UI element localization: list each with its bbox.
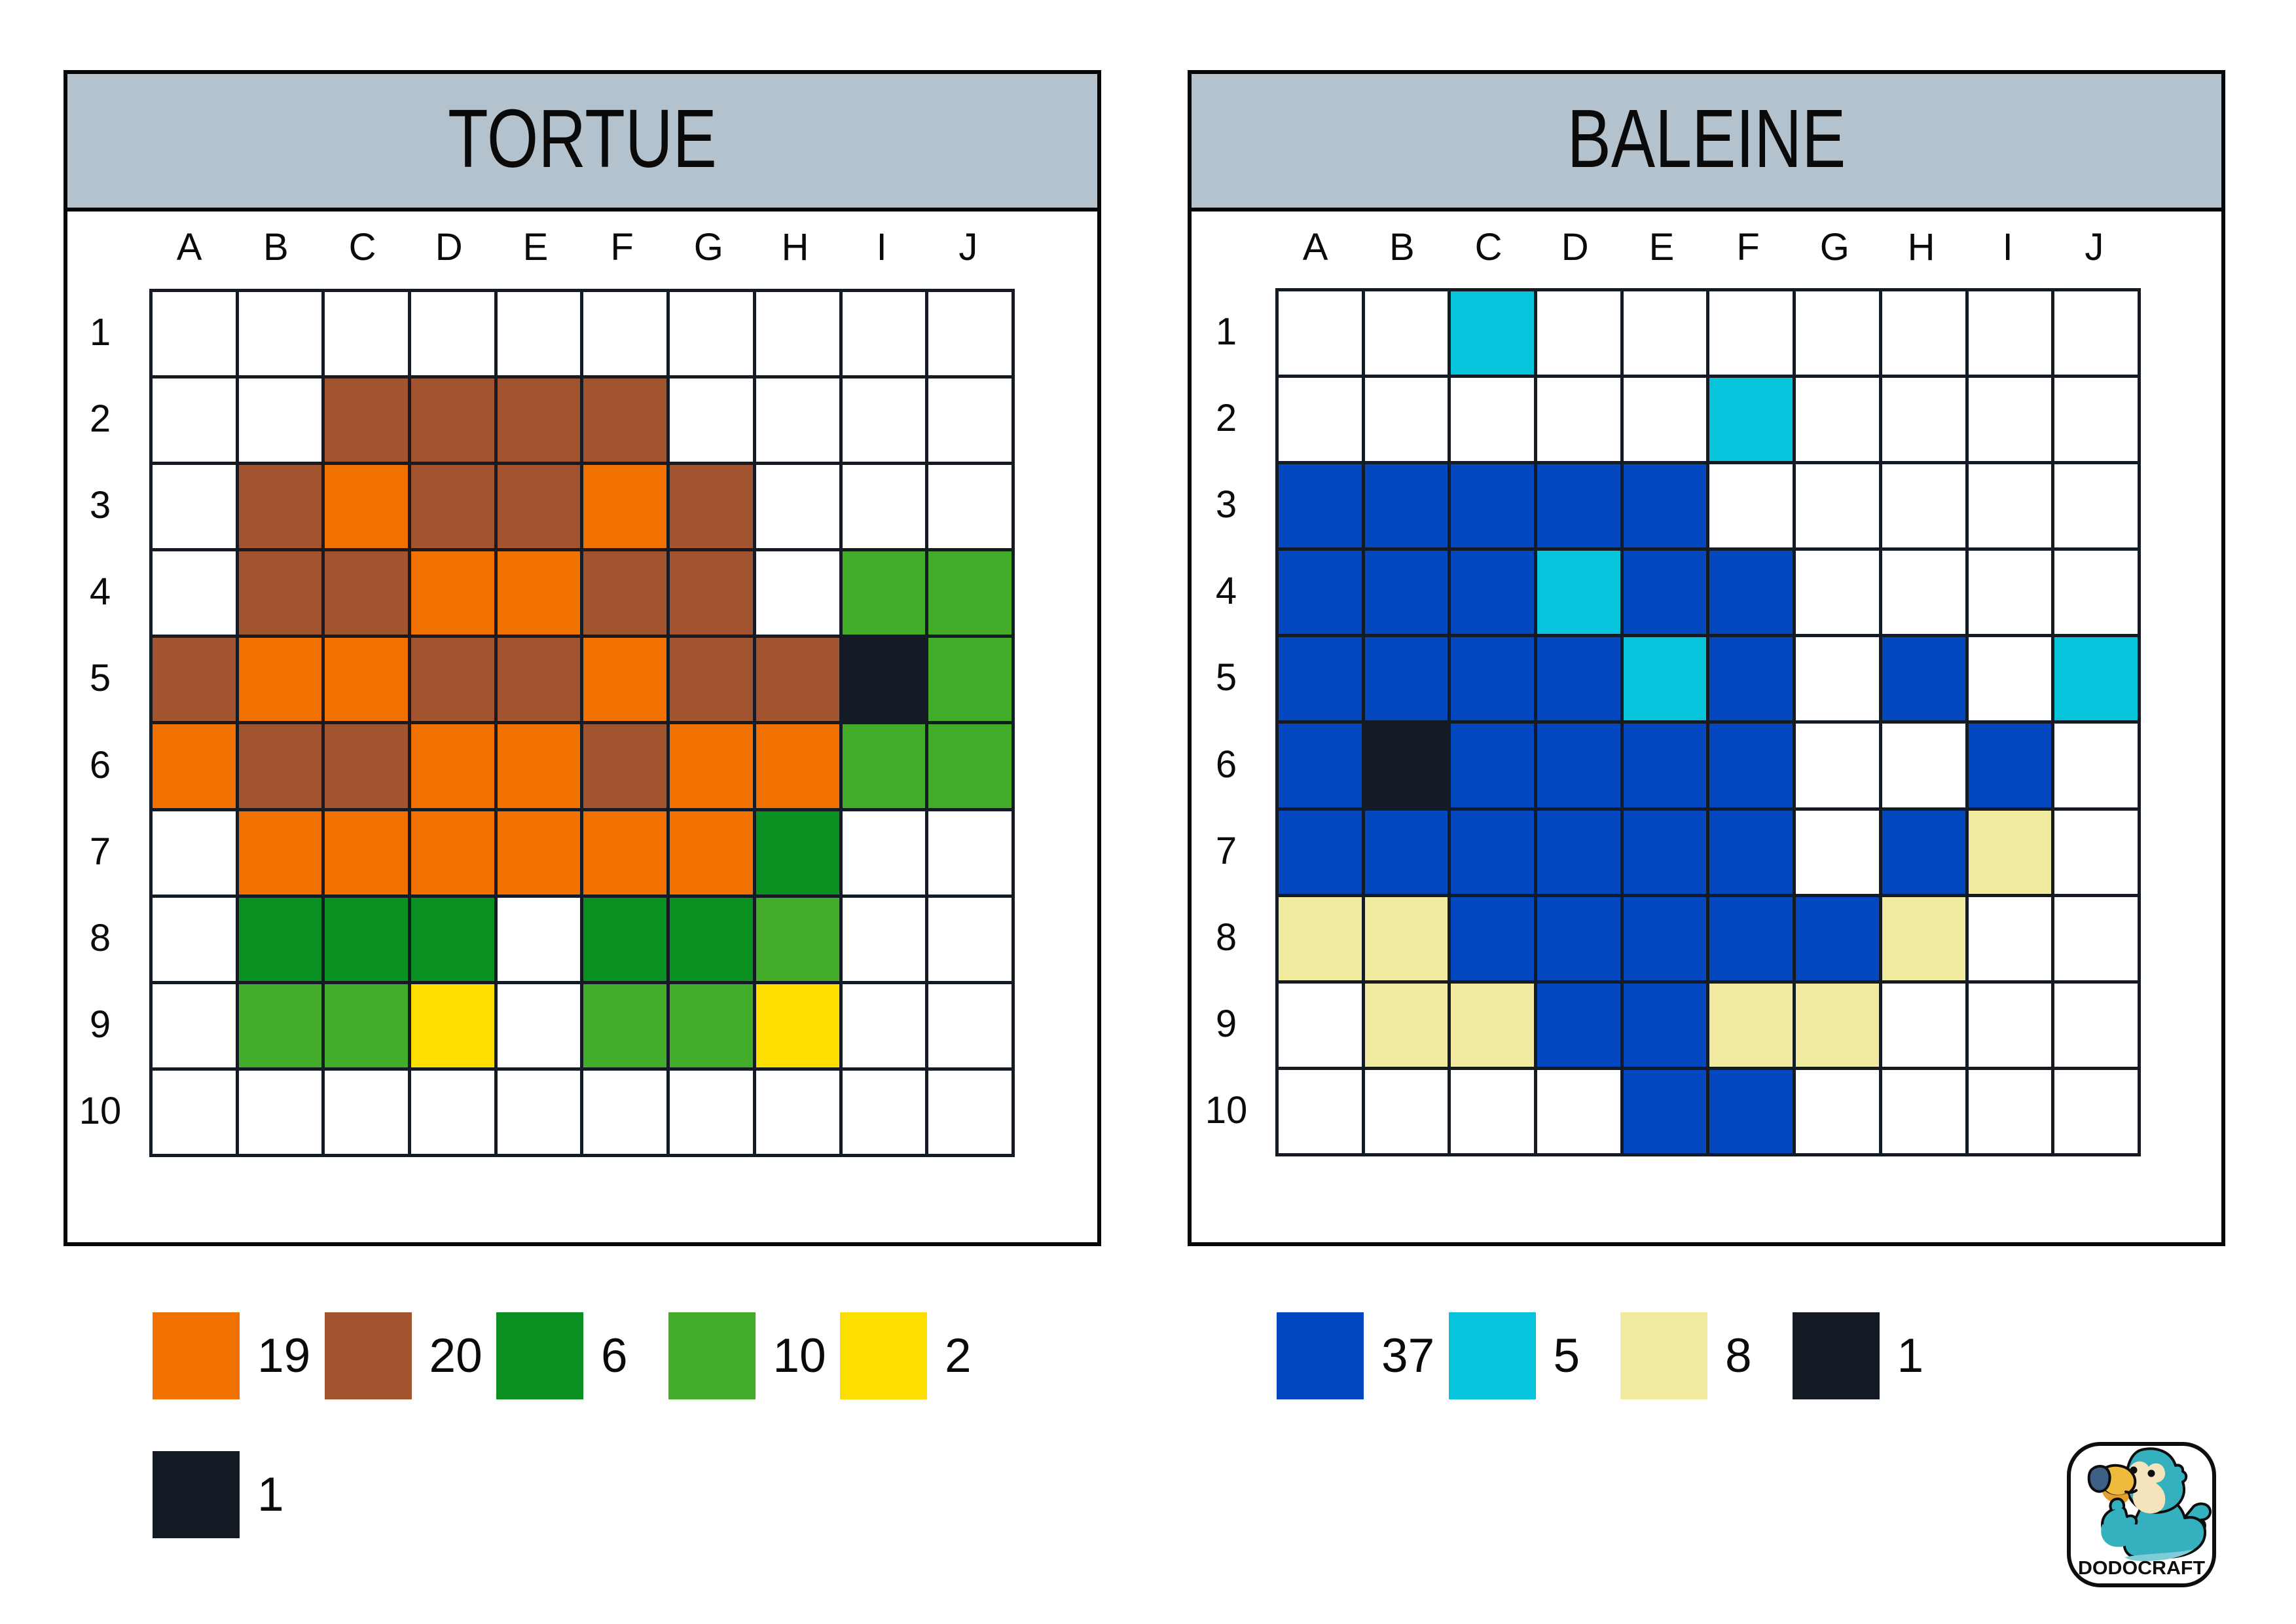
svg-text:DODOCRAFT: DODOCRAFT bbox=[2078, 1558, 2205, 1579]
